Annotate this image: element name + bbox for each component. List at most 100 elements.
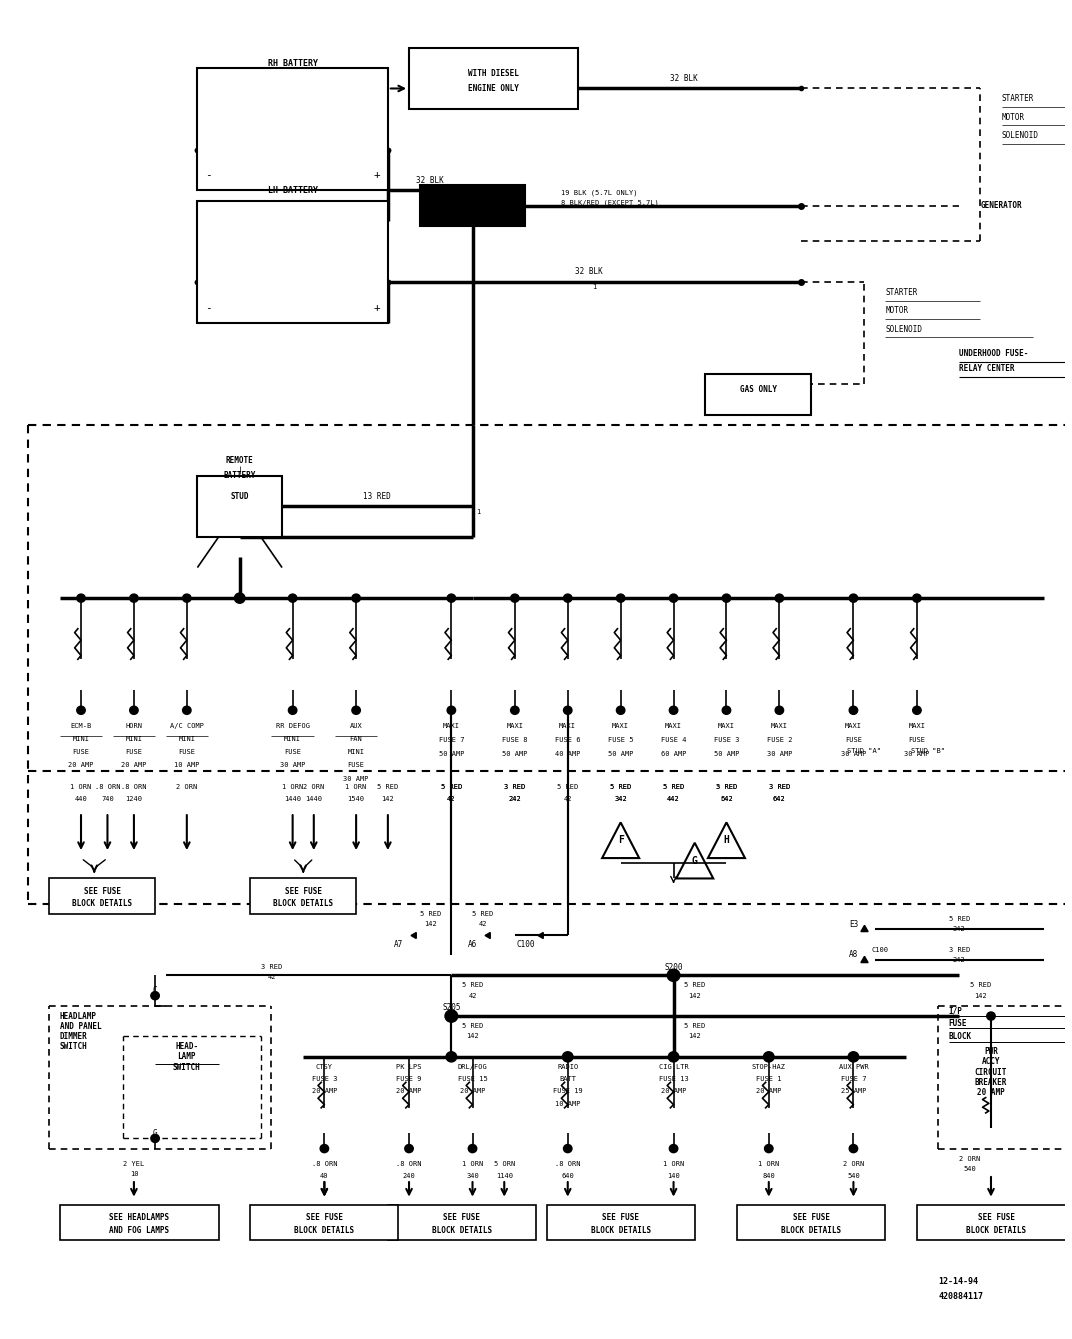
Text: 240: 240 xyxy=(403,1173,416,1180)
Circle shape xyxy=(563,1051,574,1062)
Text: FAN: FAN xyxy=(349,736,362,742)
Text: FUSE 3: FUSE 3 xyxy=(714,736,740,743)
Text: 142: 142 xyxy=(423,921,436,928)
Text: .8 ORN: .8 ORN xyxy=(121,783,147,790)
Circle shape xyxy=(564,595,572,603)
Text: AND FOG LAMPS: AND FOG LAMPS xyxy=(109,1225,169,1235)
Text: 1540: 1540 xyxy=(347,795,364,802)
Text: 1240: 1240 xyxy=(125,795,143,802)
Text: 19 BLK (5.7L ONLY): 19 BLK (5.7L ONLY) xyxy=(562,189,638,195)
Text: SWITCH: SWITCH xyxy=(173,1063,200,1071)
Text: 840: 840 xyxy=(762,1173,775,1180)
Text: 142: 142 xyxy=(688,1034,701,1039)
Bar xyxy=(388,1205,536,1240)
Bar xyxy=(49,878,155,915)
Text: RH BATTERY: RH BATTERY xyxy=(268,59,317,67)
Text: FUSE 13: FUSE 13 xyxy=(658,1077,688,1082)
Text: ACCY: ACCY xyxy=(982,1058,1000,1066)
Circle shape xyxy=(77,706,86,714)
Text: MINI: MINI xyxy=(347,749,364,755)
Text: 30 AMP: 30 AMP xyxy=(766,751,792,757)
Text: 5 RED: 5 RED xyxy=(377,783,399,790)
Text: FUSE: FUSE xyxy=(284,749,301,755)
Text: BLOCK DETAILS: BLOCK DETAILS xyxy=(273,900,333,908)
Text: FUSE: FUSE xyxy=(178,749,195,755)
Circle shape xyxy=(510,706,519,714)
Text: BLOCK DETAILS: BLOCK DETAILS xyxy=(591,1225,651,1235)
Circle shape xyxy=(151,1134,160,1142)
Text: 1140: 1140 xyxy=(495,1173,512,1180)
Circle shape xyxy=(446,1051,457,1062)
Circle shape xyxy=(151,992,160,1000)
Text: STUD: STUD xyxy=(230,491,249,501)
Text: 5 RED: 5 RED xyxy=(441,783,462,790)
Text: 1: 1 xyxy=(592,284,596,291)
Text: .8 ORN: .8 ORN xyxy=(397,1161,421,1166)
Text: FUSE: FUSE xyxy=(908,736,925,743)
Text: +: + xyxy=(374,170,381,181)
Bar xyxy=(547,1205,695,1240)
Text: .8 ORN: .8 ORN xyxy=(94,783,120,790)
Circle shape xyxy=(321,1145,329,1153)
Circle shape xyxy=(912,595,921,603)
Text: 30 AMP: 30 AMP xyxy=(904,751,929,757)
Text: 20 AMP: 20 AMP xyxy=(312,1089,337,1094)
Text: 3 BLU: 3 BLU xyxy=(461,212,485,221)
Text: I/P: I/P xyxy=(949,1007,963,1015)
Text: 1 ORN: 1 ORN xyxy=(282,783,303,790)
Text: 10 AMP: 10 AMP xyxy=(555,1101,581,1107)
Text: E3: E3 xyxy=(849,920,858,929)
Text: 42: 42 xyxy=(468,992,477,999)
Text: RR DEFOG: RR DEFOG xyxy=(276,723,310,728)
Circle shape xyxy=(669,1145,678,1153)
Text: SEE FUSE: SEE FUSE xyxy=(792,1213,830,1223)
Bar xyxy=(410,48,578,108)
Text: CTSY: CTSY xyxy=(316,1065,333,1070)
Text: 40 AMP: 40 AMP xyxy=(555,751,581,757)
Text: WITH DIESEL: WITH DIESEL xyxy=(468,68,519,78)
Text: HEAD-: HEAD- xyxy=(175,1042,198,1051)
Text: GENERATOR: GENERATOR xyxy=(981,201,1022,210)
Circle shape xyxy=(775,706,784,714)
Text: MAXI: MAXI xyxy=(665,723,682,728)
Text: FUSE 7: FUSE 7 xyxy=(438,736,464,743)
Bar xyxy=(197,68,388,190)
Text: STARTER: STARTER xyxy=(885,288,918,297)
Text: 50 AMP: 50 AMP xyxy=(438,751,464,757)
Text: MAXI: MAXI xyxy=(443,723,460,728)
Text: 542: 542 xyxy=(720,795,733,802)
Text: FUSE 19: FUSE 19 xyxy=(553,1089,582,1094)
Text: AND PANEL: AND PANEL xyxy=(60,1022,102,1031)
Circle shape xyxy=(405,1145,414,1153)
Text: SEE FUSE: SEE FUSE xyxy=(978,1213,1015,1223)
Text: 440: 440 xyxy=(75,795,88,802)
Circle shape xyxy=(447,706,456,714)
Text: FUSE: FUSE xyxy=(845,736,862,743)
Bar xyxy=(60,1205,219,1240)
Text: G: G xyxy=(153,1129,158,1138)
Text: 3 RED: 3 RED xyxy=(504,783,525,790)
Circle shape xyxy=(235,593,245,604)
Text: 60 AMP: 60 AMP xyxy=(660,751,686,757)
Text: A6: A6 xyxy=(467,940,477,949)
Text: BLOCK DETAILS: BLOCK DETAILS xyxy=(781,1225,842,1235)
Text: MAXI: MAXI xyxy=(560,723,577,728)
Text: 42: 42 xyxy=(479,921,488,928)
Text: 20 AMP: 20 AMP xyxy=(69,762,93,769)
Text: 42: 42 xyxy=(564,795,572,802)
Text: 5 RED: 5 RED xyxy=(662,783,684,790)
Text: 2 ORN: 2 ORN xyxy=(959,1156,981,1162)
Text: SEE FUSE: SEE FUSE xyxy=(285,888,322,896)
Text: SEE FUSE: SEE FUSE xyxy=(602,1213,639,1223)
Text: 1440: 1440 xyxy=(306,795,323,802)
Text: 140: 140 xyxy=(667,1173,680,1180)
Circle shape xyxy=(669,595,678,603)
Circle shape xyxy=(468,1145,477,1153)
Text: SEE FUSE: SEE FUSE xyxy=(306,1213,343,1223)
Text: 1 ORN: 1 ORN xyxy=(662,1161,684,1166)
Text: 5 RED: 5 RED xyxy=(662,783,684,790)
Text: 13 RED: 13 RED xyxy=(363,491,391,501)
Text: 32 BLK: 32 BLK xyxy=(575,268,602,276)
Text: 1 ORN: 1 ORN xyxy=(462,1161,483,1166)
Text: -: - xyxy=(205,170,211,181)
